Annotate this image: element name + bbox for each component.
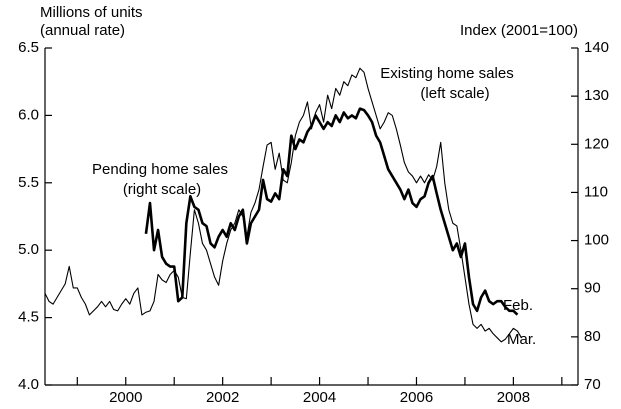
y-tick-label: 4.5	[18, 309, 39, 326]
y2-tick-label: 140	[584, 39, 609, 56]
annotation: (left scale)	[420, 85, 489, 102]
series-line	[44, 67, 522, 343]
x-tick-label: 2006	[400, 389, 433, 406]
y-tick-label: 5.5	[18, 174, 39, 191]
x-tick-label: 2004	[303, 389, 336, 406]
x-tick-label: 2000	[109, 389, 142, 406]
annotation: (right scale)	[123, 181, 201, 198]
y-axis-label: (annual rate)	[40, 22, 125, 39]
y2-tick-label: 80	[584, 328, 601, 345]
annotation: Mar.	[507, 331, 536, 348]
x-tick-label: 2008	[497, 389, 530, 406]
y-tick-label: 6.0	[18, 106, 39, 123]
y-tick-label: 6.5	[18, 39, 39, 56]
annotation: Existing home sales	[380, 65, 513, 82]
y-axis-label: Millions of units	[40, 4, 143, 21]
annotation: Pending home sales	[92, 161, 228, 178]
annotation: Feb.	[503, 297, 533, 314]
y2-tick-label: 90	[584, 280, 601, 297]
x-tick-label: 2002	[206, 389, 239, 406]
y-tick-label: 4.0	[18, 376, 39, 393]
y2-tick-label: 100	[584, 232, 609, 249]
y2-tick-label: 130	[584, 87, 609, 104]
y-tick-label: 5.0	[18, 241, 39, 258]
y2-axis-label: Index (2001=100)	[460, 22, 578, 39]
y2-tick-label: 110	[584, 183, 608, 200]
series-line	[144, 107, 519, 316]
y2-tick-label: 120	[584, 135, 609, 152]
y2-tick-label: 70	[584, 376, 601, 393]
